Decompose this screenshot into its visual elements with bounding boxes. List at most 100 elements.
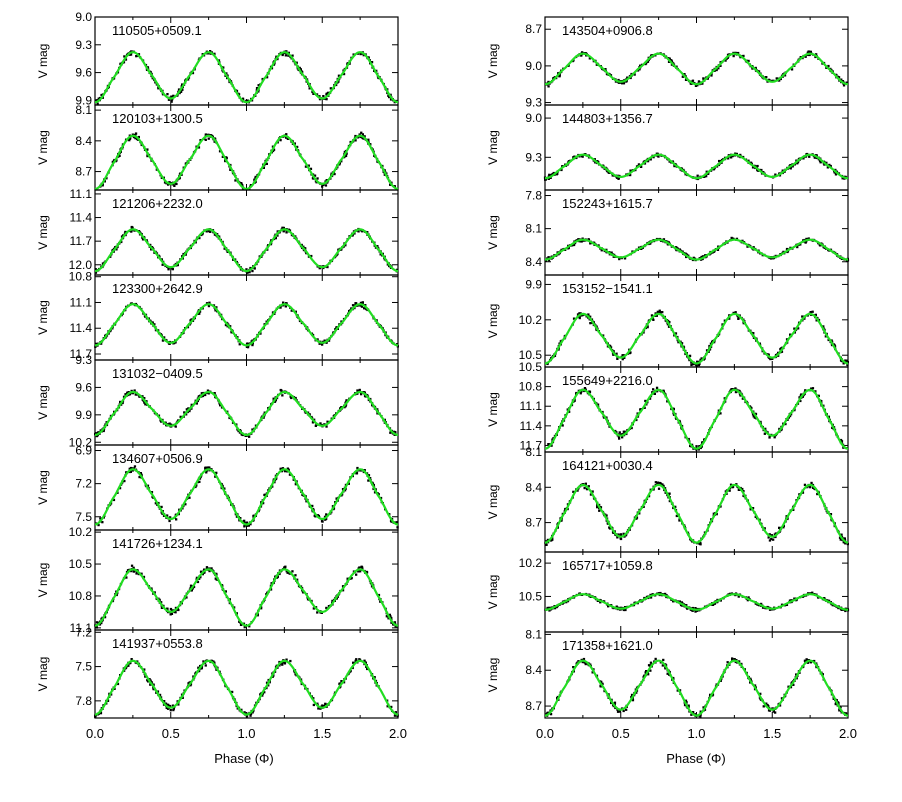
data-point (373, 491, 377, 494)
y-tick-label: 9.9 (75, 408, 92, 422)
data-point (594, 161, 597, 164)
data-point (623, 356, 626, 359)
x-tick-label: 1.0 (237, 726, 255, 741)
data-point (204, 133, 207, 136)
data-point (615, 352, 618, 355)
data-point (846, 361, 849, 364)
data-point (169, 613, 172, 616)
data-point (224, 156, 227, 159)
data-point (158, 693, 162, 697)
y-tick-label: 11.1 (520, 399, 543, 413)
data-point (285, 136, 288, 139)
data-point (134, 132, 138, 135)
data-point (814, 55, 817, 59)
data-point (239, 623, 243, 626)
data-point (130, 389, 133, 393)
data-point (94, 714, 97, 717)
star-id-label: 141937+0553.8 (112, 636, 203, 651)
data-point (304, 165, 308, 168)
data-point (558, 75, 561, 78)
data-point (281, 394, 284, 397)
data-point (174, 182, 177, 185)
x-tick-label: 0.5 (162, 726, 180, 741)
y-tick-label: 8.1 (525, 222, 542, 236)
data-point (367, 479, 370, 482)
data-point (251, 428, 254, 431)
data-point (97, 97, 100, 100)
data-point (293, 142, 296, 145)
data-point (279, 139, 282, 142)
data-point (313, 174, 317, 177)
data-point (558, 73, 561, 76)
star-id-label: 134607+0506.9 (112, 451, 203, 466)
data-point (842, 446, 845, 449)
data-point (581, 51, 584, 54)
data-point (633, 73, 636, 76)
data-point (198, 480, 201, 483)
data-point (325, 341, 328, 344)
data-point (289, 395, 292, 398)
data-point (101, 262, 105, 265)
data-point (180, 90, 183, 93)
y-tick-label: 10.5 (69, 557, 93, 571)
data-point (732, 54, 735, 58)
data-point (612, 353, 615, 356)
data-point (274, 237, 277, 240)
data-point (670, 59, 673, 62)
data-point (149, 679, 152, 682)
data-point (712, 250, 716, 253)
y-tick-label: 8.1 (525, 445, 542, 459)
data-point (333, 172, 336, 176)
data-point (617, 435, 621, 438)
data-point (163, 700, 166, 703)
data-point (809, 50, 812, 53)
data-point (221, 155, 224, 158)
data-point (360, 305, 364, 308)
y-tick-label: 8.4 (525, 255, 542, 269)
data-points (99, 131, 396, 190)
data-point (340, 680, 343, 683)
y-tick-label: 7.2 (75, 477, 92, 491)
data-point (224, 590, 227, 593)
data-point (295, 61, 298, 64)
data-point (214, 475, 217, 478)
data-point (204, 138, 207, 141)
data-point (240, 183, 243, 186)
data-point (361, 230, 364, 233)
y-tick-label: 7.8 (525, 189, 542, 203)
data-point (267, 684, 270, 687)
data-point (95, 342, 98, 345)
data-point (249, 714, 252, 717)
data-point (696, 360, 699, 363)
data-point (668, 57, 671, 60)
data-point (204, 664, 207, 667)
data-point (655, 386, 659, 389)
data-point (824, 335, 827, 338)
data-point (672, 407, 675, 411)
data-point (349, 140, 352, 144)
y-tick-label: 6.9 (75, 444, 92, 458)
data-point (823, 163, 826, 166)
star-id-label: 131032−0409.5 (112, 366, 203, 381)
data-point (270, 582, 273, 585)
data-point (754, 412, 758, 416)
data-point (177, 88, 181, 91)
data-point (146, 679, 149, 682)
data-point (321, 705, 325, 708)
data-point (262, 166, 265, 169)
data-point (377, 593, 381, 597)
data-point (774, 173, 777, 176)
data-point (556, 172, 559, 175)
data-point (172, 94, 175, 97)
data-point (312, 92, 315, 95)
data-point (200, 667, 203, 670)
y-tick-label: 10.5 (519, 360, 543, 374)
data-point (806, 51, 810, 54)
star-id-label: 153152−1541.1 (562, 281, 653, 296)
data-point (204, 393, 207, 397)
y-tick-label: 10.5 (519, 348, 543, 362)
y-axis-label: V mag (36, 44, 50, 79)
data-point (841, 177, 844, 180)
data-point (689, 444, 692, 448)
data-point (210, 567, 213, 570)
